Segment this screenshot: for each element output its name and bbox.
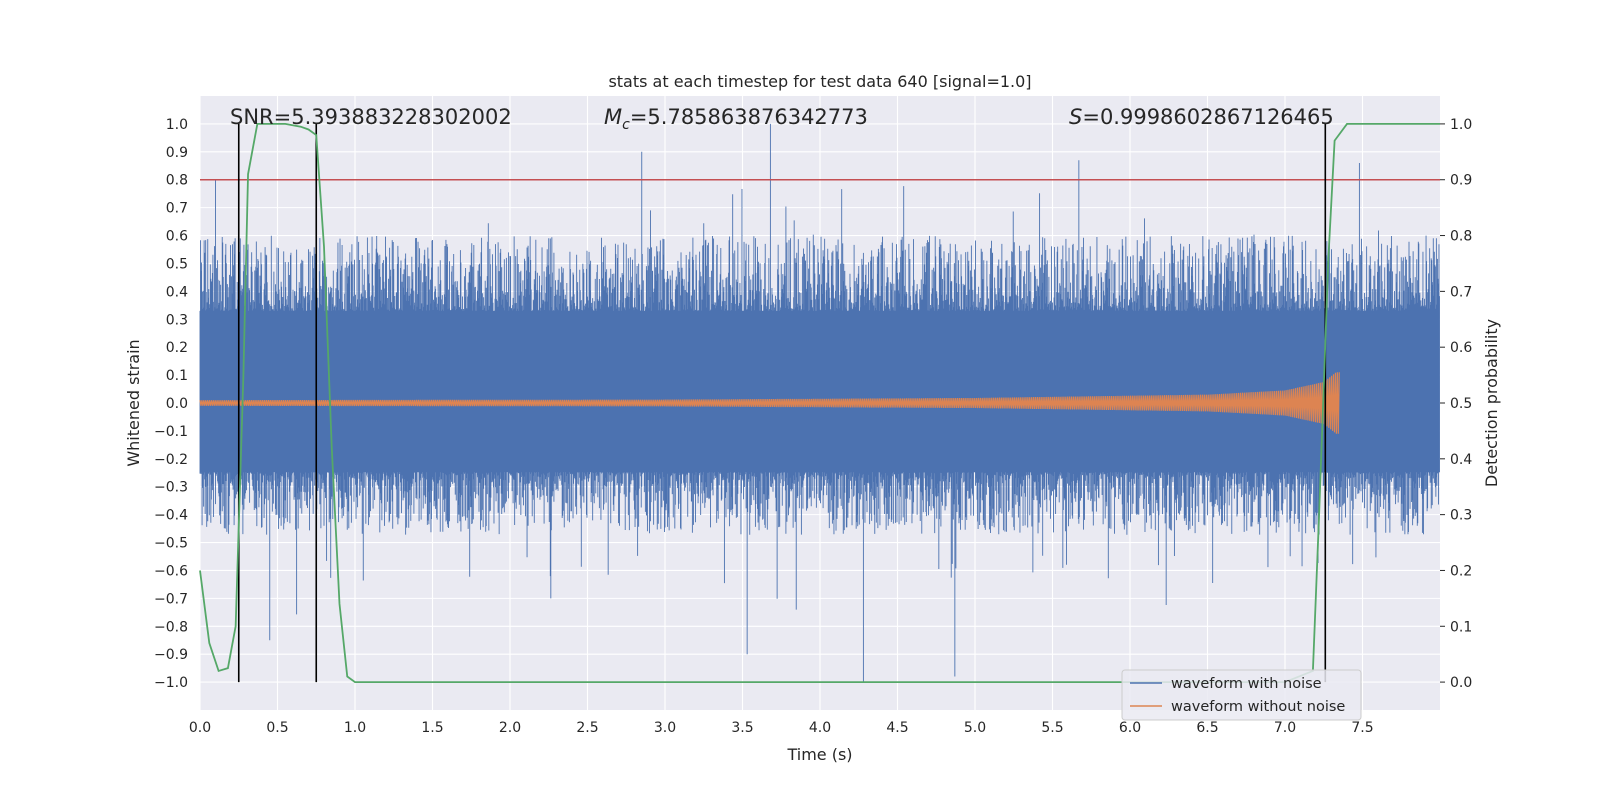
legend-box xyxy=(1121,669,1362,721)
y-tick-label: 0.1 xyxy=(166,368,188,384)
y-tick-label: 0.3 xyxy=(166,312,188,328)
x-axis-label: Time (s) xyxy=(786,745,852,764)
x-tick-label: 0.5 xyxy=(266,720,288,736)
y2-axis-label: Detection probability xyxy=(1482,319,1501,487)
y-tick-label: −1.0 xyxy=(154,675,188,691)
y2-tick-label: 0.2 xyxy=(1450,563,1472,579)
chirp-mass-annotation: Mc=5.785863876342773 xyxy=(604,105,868,133)
axis-ticks: 0.0 0.5 1.0 1.5 2.0 2.5 3.0 3.5 4.0 4.5 5.0 5.5 6.0 6… xyxy=(154,117,1472,736)
legend-label-clean: waveform without noise xyxy=(1171,699,1345,715)
snr-annotation: SNR=5.393883228302002 xyxy=(230,105,512,129)
y-tick-label: −0.6 xyxy=(154,563,188,579)
y-tick-label: −0.3 xyxy=(154,480,188,496)
x-tick-label: 5.5 xyxy=(1041,720,1063,736)
reference-lines xyxy=(200,123,1440,683)
y-tick-label: −0.9 xyxy=(154,647,188,663)
x-tick-label: 0.0 xyxy=(189,720,211,736)
y-tick-label: −0.1 xyxy=(154,424,188,440)
y-tick-label: −0.8 xyxy=(154,619,188,635)
x-tick-label: 7.5 xyxy=(1351,720,1373,736)
series-detection-probability xyxy=(199,123,1440,683)
y-tick-label: 0.5 xyxy=(166,256,188,272)
y2-tick-label: 0.3 xyxy=(1450,508,1472,524)
x-tick-label: 4.0 xyxy=(809,720,831,736)
series-waveform-without-noise xyxy=(199,372,1340,434)
y-tick-label: 1.0 xyxy=(166,117,188,133)
y-tick-label: −0.5 xyxy=(154,536,188,552)
y-tick-label: −0.4 xyxy=(154,508,188,524)
y-tick-label: 0.9 xyxy=(166,145,188,161)
x-tick-label: 7.0 xyxy=(1274,720,1296,736)
x-tick-label: 4.5 xyxy=(886,720,908,736)
x-tick-label: 2.0 xyxy=(499,720,521,736)
x-tick-label: 3.0 xyxy=(654,720,676,736)
x-tick-label: 1.5 xyxy=(421,720,443,736)
y2-tick-label: 0.6 xyxy=(1450,340,1472,356)
probability-trace xyxy=(199,123,1440,683)
x-tick-label: 1.0 xyxy=(344,720,366,736)
x-tick-label: 2.5 xyxy=(576,720,598,736)
chirp-trace xyxy=(199,372,1340,434)
y-tick-label: 0.2 xyxy=(166,340,188,356)
x-tick-label: 3.5 xyxy=(731,720,753,736)
y-tick-label: 0.8 xyxy=(166,173,188,189)
legend: waveform with noise waveform without noi… xyxy=(1121,669,1362,721)
x-tick-label: 5.0 xyxy=(964,720,986,736)
y-axis-label: Whitened strain xyxy=(124,339,143,466)
y-tick-label: 0.0 xyxy=(166,396,188,412)
y-tick-label: 0.7 xyxy=(166,201,188,217)
y2-tick-label: 0.4 xyxy=(1450,452,1472,468)
y2-tick-label: 0.0 xyxy=(1450,675,1472,691)
y2-tick-label: 1.0 xyxy=(1450,117,1472,133)
score-annotation: S=0.9998602867126465 xyxy=(1069,105,1334,129)
y-tick-label: −0.2 xyxy=(154,452,188,468)
y-tick-label: 0.4 xyxy=(166,284,188,300)
y2-tick-label: 0.7 xyxy=(1450,284,1472,300)
y2-tick-label: 0.5 xyxy=(1450,396,1472,412)
x-tick-label: 6.0 xyxy=(1119,720,1141,736)
y2-tick-label: 0.1 xyxy=(1450,619,1472,635)
y-tick-label: −0.7 xyxy=(154,591,188,607)
y2-tick-label: 0.9 xyxy=(1450,173,1472,189)
chart-title: stats at each timestep for test data 640… xyxy=(608,72,1031,91)
y-tick-label: 0.6 xyxy=(166,229,188,245)
y2-tick-label: 0.8 xyxy=(1450,229,1472,245)
x-tick-label: 6.5 xyxy=(1196,720,1218,736)
legend-label-noise: waveform with noise xyxy=(1171,676,1322,692)
